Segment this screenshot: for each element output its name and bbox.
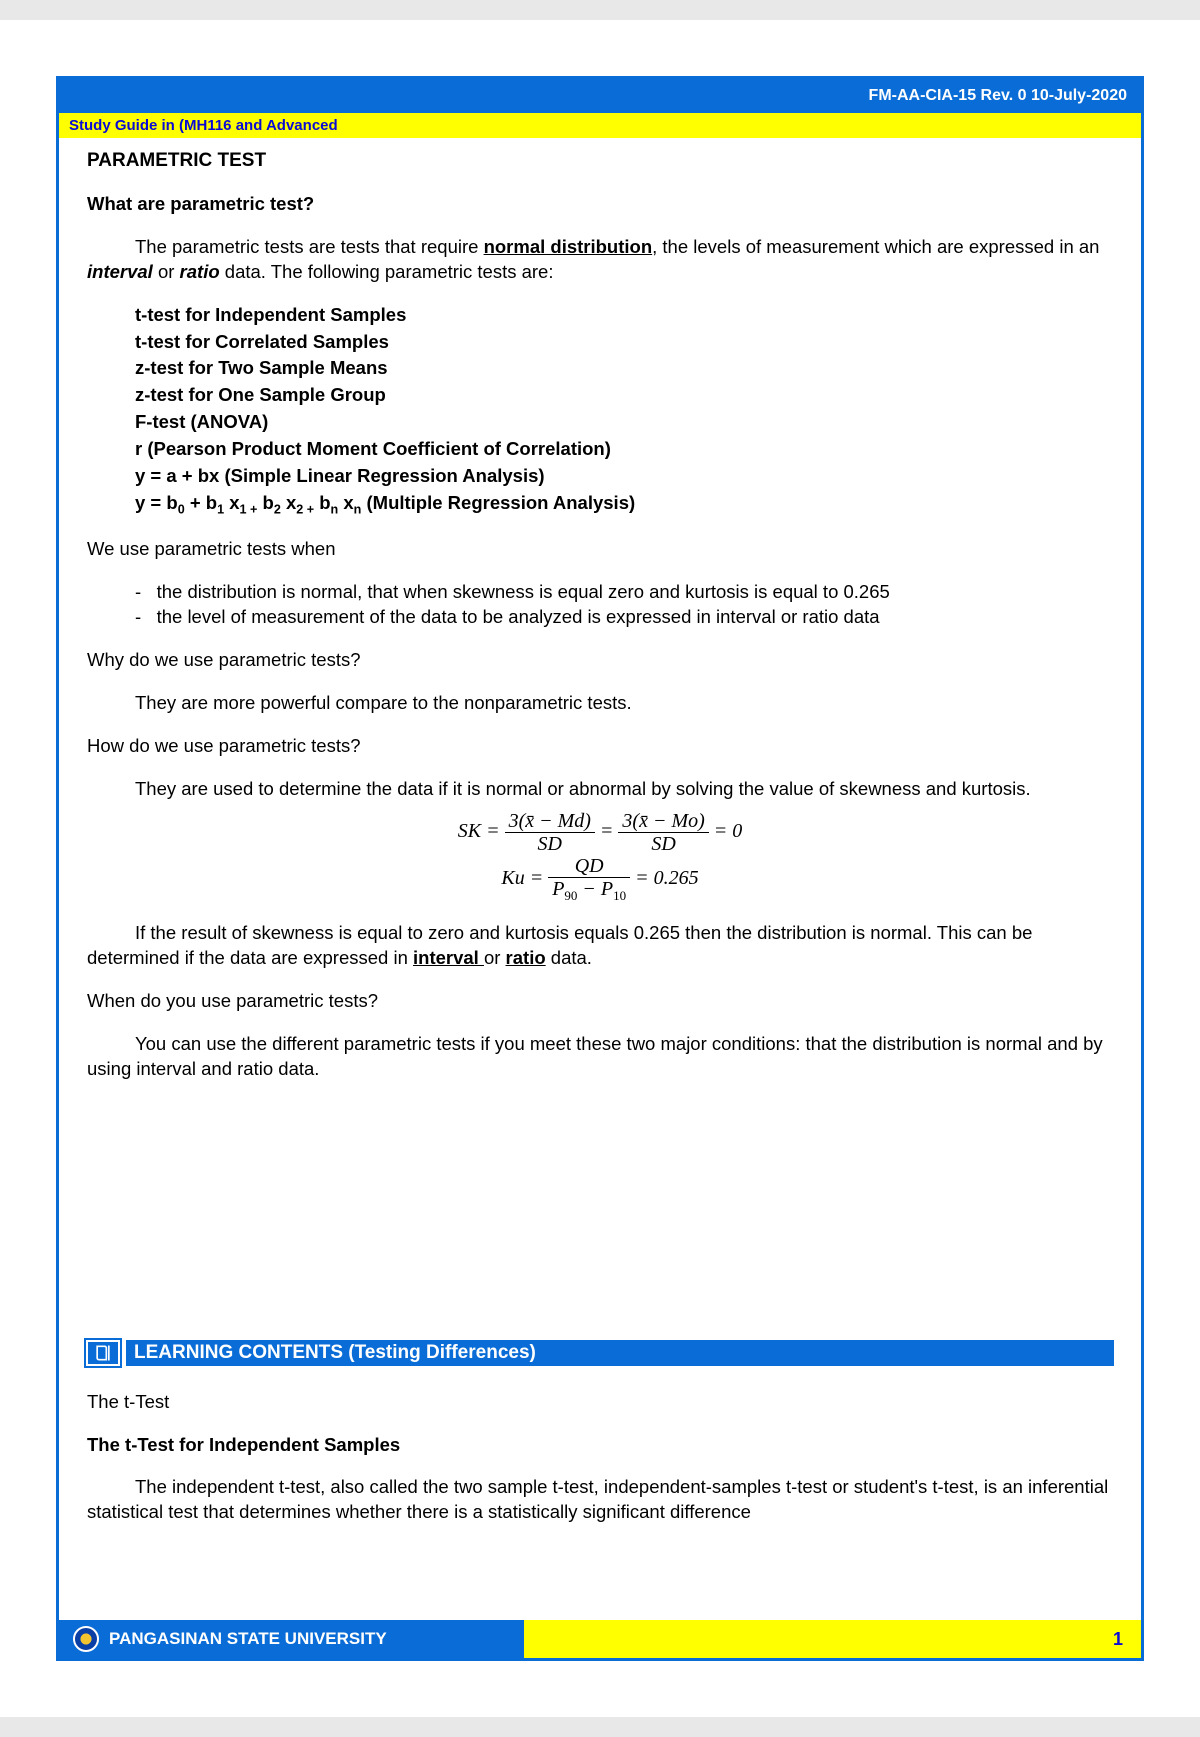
header-code-bar: FM-AA-CIA-15 Rev. 0 10-July-2020 <box>59 79 1141 113</box>
spacer <box>87 1100 1113 1340</box>
ttest-heading: The t-Test for Independent Samples <box>87 1433 1113 1458</box>
section-bar: LEARNING CONTENTS (Testing Differences) <box>86 1340 1114 1366</box>
t: x <box>338 492 353 513</box>
page: FM-AA-CIA-15 Rev. 0 10-July-2020 Study G… <box>0 20 1200 1717</box>
how-answer: They are used to determine the data if i… <box>87 777 1113 802</box>
intro-paragraph: The parametric tests are tests that requ… <box>87 235 1113 285</box>
footer-university: PANGASINAN STATE UNIVERSITY <box>59 1620 524 1658</box>
num: QD <box>548 855 630 878</box>
eq: = <box>525 867 549 889</box>
skewness-formula: SK = 3(x̄ − Md)SD = 3(x̄ − Mo)SD = 0 Ku … <box>87 810 1113 903</box>
ttest-paragraph: The independent t-test, also called the … <box>87 1475 1113 1525</box>
val: = 0.265 <box>630 867 699 889</box>
how-question: How do we use parametric tests? <box>87 734 1113 759</box>
intro-c: , the levels of measurement which are ex… <box>652 236 1099 257</box>
conditions-list: the distribution is normal, that when sk… <box>135 580 1113 630</box>
question-1: What are parametric test? <box>87 192 1113 217</box>
list-item: t-test for Independent Samples <box>135 303 1113 328</box>
bullet-item: the distribution is normal, that when sk… <box>135 580 1113 605</box>
t: (Multiple Regression Analysis) <box>361 492 635 513</box>
section-title: LEARNING CONTENTS (Testing Differences) <box>126 1340 1114 1366</box>
intro-d: interval <box>87 261 153 282</box>
p: P <box>552 878 564 900</box>
den: SD <box>505 833 595 855</box>
sub: 1 + <box>240 503 258 517</box>
frac2: 3(x̄ − Mo)SD <box>618 810 708 855</box>
when-answer: You can use the different parametric tes… <box>87 1032 1113 1082</box>
intro-e: or <box>153 261 180 282</box>
book-icon <box>86 1340 120 1366</box>
list-item: y = b0 + b1 x1 + b2 x2 + bn xn (Multiple… <box>135 491 1113 519</box>
t: b <box>257 492 273 513</box>
intro-f: ratio <box>180 261 220 282</box>
sub: 2 <box>274 503 281 517</box>
frac1: 3(x̄ − Md)SD <box>505 810 595 855</box>
study-guide-label: Study Guide in (MH116 and Advanced <box>69 117 338 134</box>
frac3: QDP90 − P10 <box>548 855 630 903</box>
t: + b <box>185 492 217 513</box>
content-area: PARAMETRIC TEST What are parametric test… <box>59 138 1141 1620</box>
s10: 10 <box>613 888 626 903</box>
footer: PANGASINAN STATE UNIVERSITY 1 <box>59 1620 1141 1658</box>
num: 3(x̄ − Md) <box>505 810 595 833</box>
rb: interval <box>413 947 484 968</box>
list-item: t-test for Correlated Samples <box>135 330 1113 355</box>
intro-a: The parametric tests are tests that requ… <box>135 236 484 257</box>
bullet-item: the level of measurement of the data to … <box>135 605 1113 630</box>
university-name: PANGASINAN STATE UNIVERSITY <box>109 1629 387 1649</box>
t: x <box>281 492 296 513</box>
university-seal-icon <box>73 1626 99 1652</box>
ttest-title: The t-Test <box>87 1390 1113 1415</box>
why-answer: They are more powerful compare to the no… <box>87 691 1113 716</box>
list-item: z-test for Two Sample Means <box>135 356 1113 381</box>
page-number: 1 <box>1113 1629 1123 1650</box>
intro-b: normal distribution <box>484 236 653 257</box>
list-item: r (Pearson Product Moment Coefficient of… <box>135 437 1113 462</box>
t: x <box>224 492 239 513</box>
parametric-tests-list: t-test for Independent Samples t-test fo… <box>135 303 1113 519</box>
result-paragraph: If the result of skewness is equal to ze… <box>87 921 1113 971</box>
header-study-guide-bar: Study Guide in (MH116 and Advanced <box>59 113 1141 138</box>
t: b <box>314 492 330 513</box>
sk: SK <box>458 820 481 842</box>
eq: = <box>595 820 619 842</box>
num: 3(x̄ − Mo) <box>618 810 708 833</box>
den: SD <box>618 833 708 855</box>
footer-page: 1 <box>524 1620 1141 1658</box>
eq: = <box>481 820 505 842</box>
rc: or <box>484 947 506 968</box>
sub: 2 + <box>296 503 314 517</box>
why-question: Why do we use parametric tests? <box>87 648 1113 673</box>
zero: = 0 <box>709 820 743 842</box>
document-frame: FM-AA-CIA-15 Rev. 0 10-July-2020 Study G… <box>56 76 1144 1661</box>
re: data. <box>546 947 592 968</box>
when-intro: We use parametric tests when <box>59 537 1113 562</box>
sub: 0 <box>178 503 185 517</box>
header-code: FM-AA-CIA-15 Rev. 0 10-July-2020 <box>869 87 1127 104</box>
minus: − P <box>577 878 613 900</box>
rd: ratio <box>506 947 546 968</box>
list-item: F-test (ANOVA) <box>135 410 1113 435</box>
s90: 90 <box>564 888 577 903</box>
when-question: When do you use parametric tests? <box>87 989 1113 1014</box>
list-item: z-test for One Sample Group <box>135 383 1113 408</box>
t: y = b <box>135 492 178 513</box>
den: P90 − P10 <box>548 878 630 903</box>
list-item: y = a + bx (Simple Linear Regression Ana… <box>135 464 1113 489</box>
page-title: PARAMETRIC TEST <box>87 148 1113 174</box>
intro-g: data. The following parametric tests are… <box>220 261 554 282</box>
ku: Ku <box>501 867 524 889</box>
